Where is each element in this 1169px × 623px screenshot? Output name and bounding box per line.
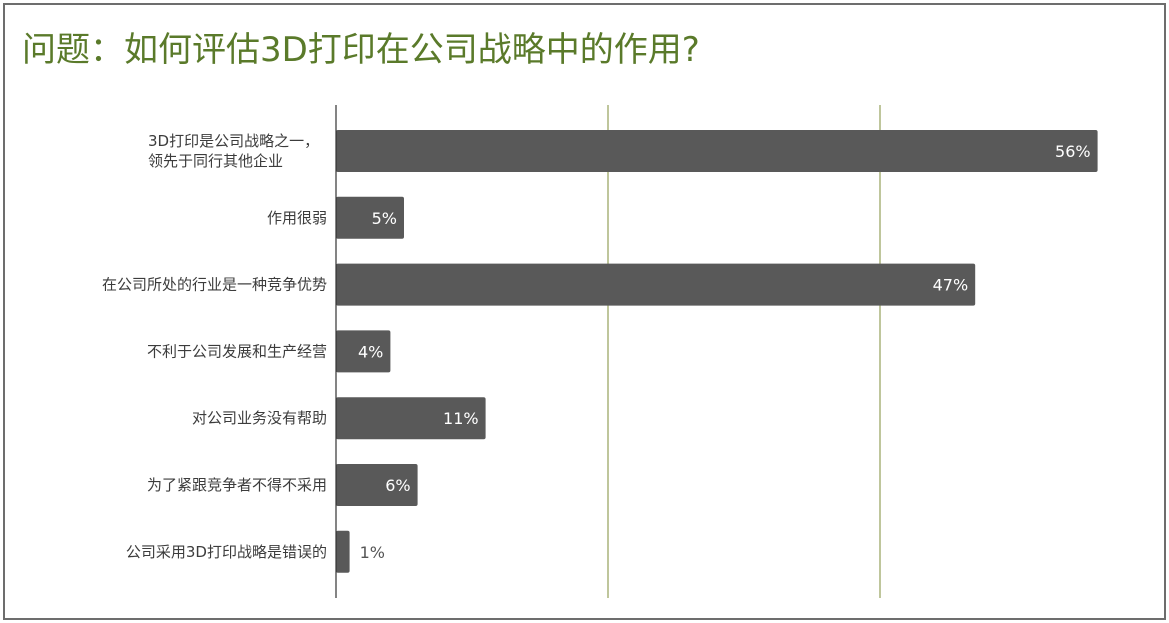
category-label-3: 不利于公司发展和生产经营 (147, 342, 327, 360)
data-label-4: 11% (443, 409, 479, 428)
bar-3 (336, 330, 391, 373)
bar-6 (336, 530, 350, 573)
category-label-6: 公司采用3D打印战略是错误的 (126, 543, 327, 561)
bar-5 (336, 464, 418, 506)
data-label-6: 1% (360, 543, 385, 562)
chart-frame (3, 3, 1166, 620)
data-label-3: 4% (358, 342, 383, 361)
category-label-5: 为了紧跟竞争者不得不采用 (147, 476, 327, 494)
bar-2 (336, 263, 976, 306)
data-label-2: 47% (933, 276, 969, 295)
category-label-4: 对公司业务没有帮助 (192, 409, 327, 427)
bar-0 (336, 130, 1098, 172)
data-label-1: 5% (372, 209, 397, 228)
category-label-2: 在公司所处的行业是一种竞争优势 (102, 276, 327, 294)
category-label-0: 3D打印是公司战略之一，领先于同行其他企业 (148, 132, 319, 170)
bar-4 (336, 397, 486, 440)
bar-1 (336, 196, 404, 239)
data-label-0: 56% (1055, 142, 1091, 161)
data-label-5: 6% (385, 476, 410, 495)
chart-title: 问题：如何评估3D打印在公司战略中的作用? (22, 30, 700, 70)
category-label-1: 作用很弱 (267, 209, 327, 227)
